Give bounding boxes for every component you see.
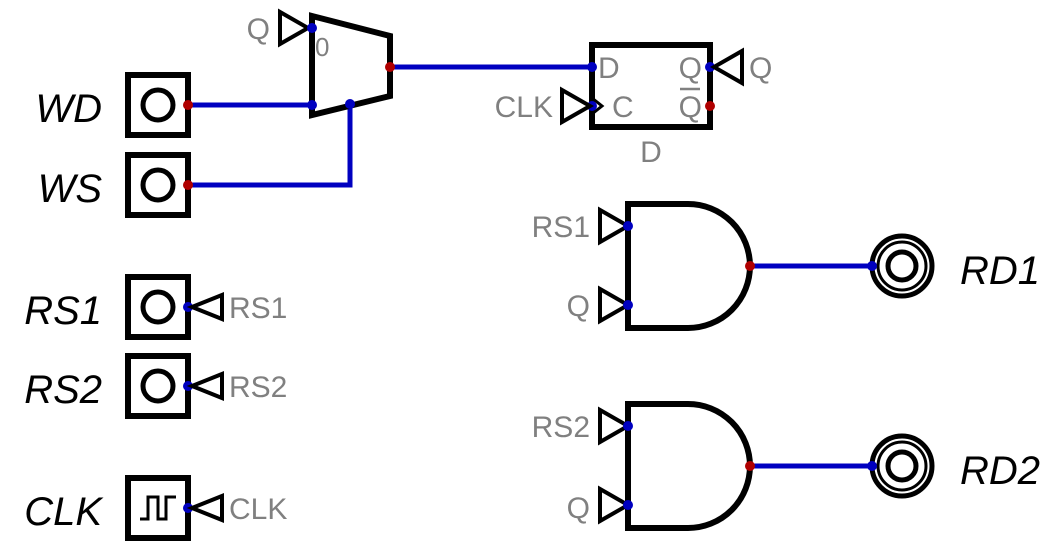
input-pin-wd[interactable]: WD <box>35 72 193 138</box>
ff-c-pin-label: C <box>612 91 634 124</box>
and2-input-dot <box>623 500 633 510</box>
d-flipflop[interactable]: D C Q Q D <box>587 42 715 169</box>
output-pin-core <box>885 449 919 483</box>
output-pin-inner-ring <box>876 240 928 292</box>
input-pin-rs1[interactable]: RS1 RS1 <box>24 274 287 340</box>
output-dot <box>183 180 193 190</box>
mux-body[interactable] <box>309 12 393 119</box>
and1-input-dot <box>623 221 633 231</box>
input-label-ws: WS <box>38 167 103 211</box>
output-label-rd1: RD1 <box>960 249 1040 293</box>
wire-ws-to-mux-select[interactable] <box>188 104 353 188</box>
input-label-clk: CLK <box>24 490 104 534</box>
output-label-rd2: RD2 <box>960 449 1040 493</box>
input-pin-rs2[interactable]: RS2 RS2 <box>24 353 287 419</box>
tunnel-label-rs2: RS2 <box>229 371 287 404</box>
ff-clock-triangle-icon <box>591 96 605 116</box>
and-gate-body[interactable] <box>625 201 753 331</box>
mux-input1-dot <box>307 100 317 110</box>
input-label-rs2: RS2 <box>24 368 102 412</box>
tunnel-and1-q-icon[interactable] <box>598 285 633 325</box>
input-pin-circle <box>140 289 176 325</box>
output-pin-rd1[interactable]: RD1 <box>867 233 1040 299</box>
and-gate-1[interactable]: RS1 Q <box>532 201 755 331</box>
ff-q-pin-label: Q <box>679 52 702 85</box>
and-gate-2[interactable]: RS2 Q <box>532 401 755 531</box>
clock-waveform-icon <box>140 495 176 521</box>
output-pin-rd2[interactable]: RD2 <box>867 433 1040 499</box>
tunnel-label-and2-rs2: RS2 <box>532 411 590 444</box>
ff-name-label: D <box>640 136 662 169</box>
flipflop-body[interactable] <box>589 42 713 130</box>
tunnel-label-rs1: RS1 <box>229 292 287 325</box>
input-label-rs1: RS1 <box>24 289 102 333</box>
tunnel-ff-clk[interactable]: CLK <box>495 86 595 126</box>
input-label-wd: WD <box>35 87 102 131</box>
ff-d-pin-label: D <box>598 52 620 85</box>
and1-input-dot <box>623 300 633 310</box>
tunnel-ff-q-icon[interactable] <box>709 47 744 87</box>
tunnel-clk-icon[interactable] <box>186 493 224 523</box>
wires <box>188 64 872 469</box>
tunnel-rs2-icon[interactable] <box>186 371 224 401</box>
and-gate-body[interactable] <box>625 401 753 531</box>
output-pin-core <box>885 249 919 283</box>
tunnel-label-mux-q: Q <box>247 13 270 46</box>
tunnel-label-and1-rs1: RS1 <box>532 211 590 244</box>
mux-output-dot <box>385 62 395 72</box>
output-pin-input-dot <box>867 261 877 271</box>
tunnel-and2-rs2-icon[interactable] <box>598 406 633 446</box>
tunnel-label-clk: CLK <box>229 493 287 526</box>
output-pin-input-dot <box>867 461 877 471</box>
output-dot <box>183 100 193 110</box>
mux-select-dot <box>345 99 355 109</box>
tunnel-label-ff-q: Q <box>749 52 772 85</box>
ff-qbar-pin-label: Q <box>679 91 702 124</box>
and2-input-dot <box>623 421 633 431</box>
input-pin-circle <box>140 368 176 404</box>
tunnel-ff-clk-icon[interactable] <box>560 86 595 126</box>
tunnel-label-and2-q: Q <box>567 492 590 525</box>
mux-input0-dot <box>307 23 317 33</box>
mux-input0-label: 0 <box>315 32 329 62</box>
output-pin-inner-ring <box>876 440 928 492</box>
tunnel-ff-q[interactable]: Q <box>709 47 772 87</box>
input-pin-ws[interactable]: WS <box>38 152 193 218</box>
ff-d-dot <box>587 62 597 72</box>
input-pin-circle <box>140 167 176 203</box>
and1-output-dot <box>745 261 755 271</box>
multiplexer[interactable]: 0 Q <box>247 8 395 119</box>
clock-input-clk[interactable]: CLK CLK <box>24 475 287 541</box>
input-pin-circle <box>140 87 176 123</box>
tunnel-label-and1-q: Q <box>567 290 590 323</box>
tunnel-label-ff-clk: CLK <box>495 91 553 124</box>
tunnel-mux-q-icon[interactable] <box>278 8 313 48</box>
tunnel-and2-q-icon[interactable] <box>598 485 633 525</box>
and2-output-dot <box>745 461 755 471</box>
tunnel-rs1-icon[interactable] <box>186 292 224 322</box>
ff-qbar-dot <box>705 101 715 111</box>
tunnel-and1-rs1-icon[interactable] <box>598 206 633 246</box>
